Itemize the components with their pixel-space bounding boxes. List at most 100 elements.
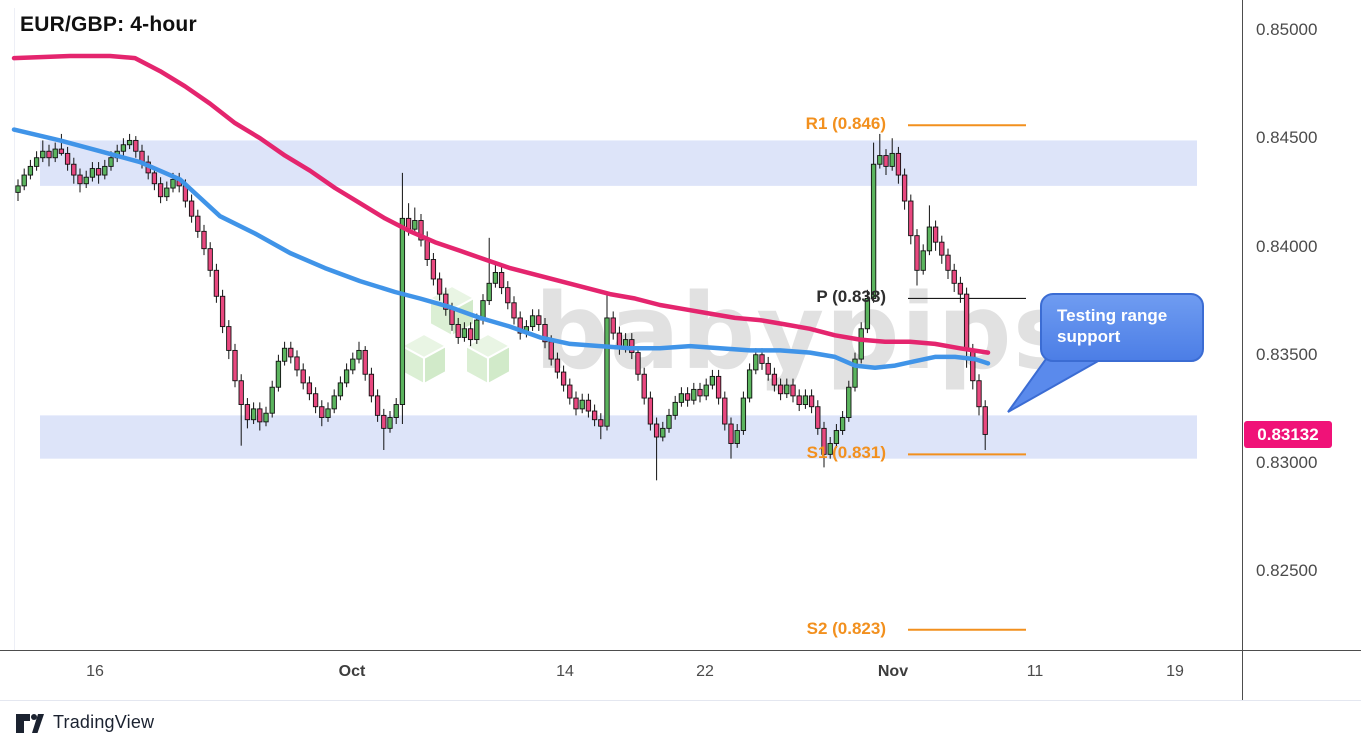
candle xyxy=(914,229,920,286)
candle xyxy=(517,311,523,340)
time-tick-label: 14 xyxy=(556,663,574,680)
candle xyxy=(399,172,406,425)
candle xyxy=(77,168,83,193)
candle xyxy=(288,341,294,364)
candle xyxy=(765,356,771,381)
candle xyxy=(263,406,269,427)
candle xyxy=(957,276,964,303)
candle xyxy=(89,162,96,182)
candle xyxy=(374,389,381,422)
candle xyxy=(467,322,474,347)
candle xyxy=(15,179,21,202)
price-tick-label: 0.83500 xyxy=(1256,344,1318,364)
candle xyxy=(226,320,232,360)
candle xyxy=(281,341,288,366)
candle xyxy=(312,387,319,414)
candle xyxy=(883,149,889,176)
tradingview-logo-text: TradingView xyxy=(53,712,155,732)
tradingview-mark-icon xyxy=(16,714,44,733)
candle xyxy=(877,133,883,169)
candle xyxy=(895,146,902,184)
candle xyxy=(83,170,89,189)
candle xyxy=(889,138,895,171)
candle xyxy=(232,343,238,388)
candle xyxy=(486,237,492,305)
candle xyxy=(430,252,437,286)
level-label-S1: S1 (0.831) xyxy=(806,443,886,463)
candle xyxy=(102,159,108,180)
candle xyxy=(691,382,697,405)
candle xyxy=(808,389,815,414)
time-tick-label: Oct xyxy=(338,663,366,680)
candle xyxy=(250,402,257,425)
support-zone xyxy=(40,415,1197,459)
candle xyxy=(418,214,424,247)
candle xyxy=(932,220,939,251)
resistance-zone xyxy=(40,140,1197,186)
candle xyxy=(790,378,796,403)
candle xyxy=(387,411,393,433)
candle xyxy=(722,391,728,431)
watermark-text: babypips xyxy=(534,271,1075,393)
time-tick-label: 19 xyxy=(1166,663,1184,680)
candle xyxy=(647,391,654,431)
tradingview-logo[interactable]: TradingView xyxy=(15,710,154,735)
candle xyxy=(275,354,282,392)
candle xyxy=(350,352,356,375)
candle xyxy=(536,309,542,331)
candle xyxy=(678,387,685,407)
candle xyxy=(46,144,52,167)
candle xyxy=(33,151,40,171)
candle xyxy=(95,162,102,184)
candle xyxy=(660,421,666,442)
candle xyxy=(133,136,139,158)
annotation-callout: Testing range support xyxy=(1040,293,1204,363)
candle xyxy=(734,424,740,448)
candle xyxy=(325,402,331,422)
candle xyxy=(269,380,275,418)
candle xyxy=(300,363,306,390)
candle xyxy=(21,168,27,191)
candle xyxy=(833,424,840,448)
candle xyxy=(560,365,567,392)
cube-icon xyxy=(423,344,447,386)
candle xyxy=(455,317,461,344)
candle xyxy=(498,265,505,295)
candle xyxy=(815,400,821,435)
candle xyxy=(982,400,988,451)
candle xyxy=(381,408,387,451)
candle xyxy=(802,389,809,409)
candle xyxy=(777,378,784,401)
candle xyxy=(436,272,443,301)
candle xyxy=(908,194,914,245)
candle xyxy=(728,417,734,459)
candle xyxy=(641,367,647,405)
candle xyxy=(554,352,561,379)
candle xyxy=(126,133,133,150)
candle xyxy=(294,350,300,377)
candle xyxy=(821,421,827,468)
chart-title: EUR/GBP: 4-hour xyxy=(20,13,197,36)
candle xyxy=(492,263,499,288)
candle xyxy=(164,181,170,202)
candle xyxy=(157,177,164,204)
candle xyxy=(120,138,127,156)
candle xyxy=(926,205,933,256)
candle xyxy=(672,395,678,420)
candle xyxy=(746,363,753,403)
candle xyxy=(864,289,871,334)
candle xyxy=(901,168,908,210)
candle xyxy=(920,244,926,275)
candle xyxy=(71,157,77,184)
price-tick-label: 0.84500 xyxy=(1256,128,1318,148)
candle xyxy=(542,317,548,349)
candle xyxy=(64,146,71,171)
candle xyxy=(697,382,703,403)
candle xyxy=(412,207,418,234)
candle xyxy=(337,376,344,401)
candle xyxy=(684,387,691,407)
candlestick-series xyxy=(15,133,988,481)
candle xyxy=(852,352,858,392)
